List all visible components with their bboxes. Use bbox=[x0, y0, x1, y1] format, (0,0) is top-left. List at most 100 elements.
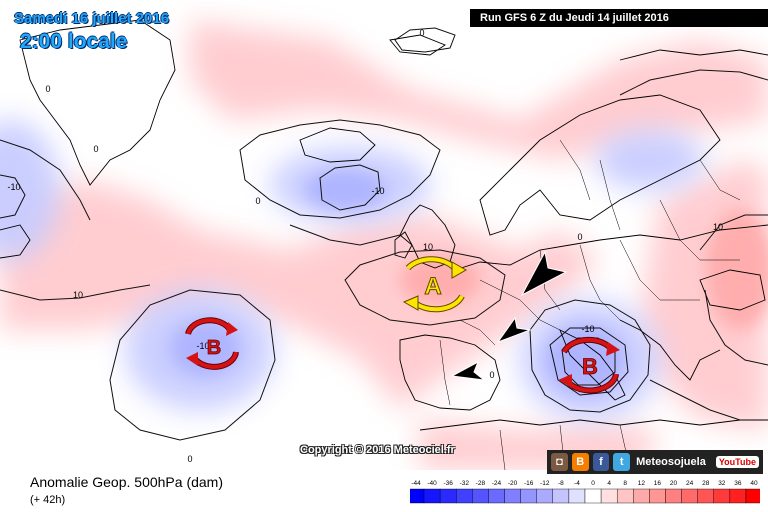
legend-tick-label: 8 bbox=[623, 480, 627, 487]
forecast-date: Samedi 16 juillet 2016 bbox=[14, 10, 170, 27]
legend-swatch bbox=[423, 488, 441, 504]
europe-coast bbox=[454, 224, 768, 271]
legend-tick-label: -28 bbox=[476, 480, 486, 487]
balkans-coast bbox=[619, 319, 721, 381]
legend-tick-label: 40 bbox=[750, 480, 758, 487]
legend-tick-label: -12 bbox=[540, 480, 550, 487]
legend-tick-label: 36 bbox=[734, 480, 742, 487]
legend-swatch bbox=[568, 488, 586, 504]
italy-coast bbox=[559, 329, 626, 401]
instagram-icon[interactable]: ◘ bbox=[551, 453, 568, 471]
contour-label: 10 bbox=[73, 290, 83, 300]
contour-minus10-italy-1 bbox=[549, 327, 629, 396]
forecast-time: 2:00 locale bbox=[20, 30, 128, 53]
legend-tick-label: -36 bbox=[443, 480, 453, 487]
north-africa-coast bbox=[419, 419, 768, 431]
contour-label: 0 bbox=[419, 28, 424, 38]
legend-swatch bbox=[536, 488, 554, 504]
russia-north-coast bbox=[619, 49, 768, 61]
model-run-label: Run GFS 6 Z du Jeudi 14 juillet 2016 bbox=[470, 9, 768, 27]
color-scale-legend: -44 -40 -36 -32 -28 -24 -20 -16 -12 -8 -4 0 4 8 12 16 20… bbox=[410, 480, 760, 504]
flow-arrow-icon bbox=[450, 360, 486, 381]
youtube-icon[interactable]: YouTube bbox=[715, 456, 759, 468]
legend-tick-label: -24 bbox=[492, 480, 502, 487]
field-title: Anomalie Geop. 500hPa (dam) bbox=[30, 474, 223, 490]
legend-swatch bbox=[649, 488, 666, 504]
legend-tick-label: 28 bbox=[702, 480, 710, 487]
contours bbox=[0, 27, 768, 441]
contour-label: -10 bbox=[196, 341, 209, 351]
copyright-notice: Copyright © 2016 Meteociel.fr bbox=[300, 444, 455, 456]
low-pressure-center-italy: B bbox=[558, 336, 620, 394]
contour-label: 0 bbox=[93, 144, 98, 154]
social-links-bar: ◘ B f t Meteosojuela YouTube bbox=[547, 450, 763, 474]
contour-ten-east-2 bbox=[704, 289, 768, 366]
legend-swatch bbox=[584, 488, 602, 504]
contour-label: 0 bbox=[45, 84, 50, 94]
contour-label: -10 bbox=[7, 182, 20, 192]
anomaly-map: 0 0 0 0 0 0 0 -10 -10 -10 -10 10 10 10 bbox=[0, 19, 768, 470]
contour-zero-italy bbox=[529, 299, 651, 413]
legend-swatch bbox=[472, 488, 489, 504]
blogger-icon[interactable]: B bbox=[571, 453, 589, 471]
core-negative-iceland bbox=[305, 170, 385, 210]
contour-label: 0 bbox=[489, 370, 494, 380]
high-pressure-letter: A bbox=[424, 273, 441, 300]
legend-tick-label: 16 bbox=[654, 480, 662, 487]
contour-ten-east bbox=[699, 214, 768, 251]
black-sea-coast bbox=[699, 269, 766, 311]
legend-tick-label: 0 bbox=[591, 480, 595, 487]
contour-ten-high bbox=[344, 249, 506, 326]
legend-tick-label: -32 bbox=[460, 480, 470, 487]
contour-label: -10 bbox=[581, 324, 594, 334]
legend-swatch bbox=[697, 488, 714, 504]
forecast-horizon: (+ 42h) bbox=[30, 494, 66, 506]
positive-anomaly-band-north bbox=[190, 20, 768, 160]
coastlines bbox=[0, 19, 768, 431]
contour-label: 0 bbox=[187, 454, 192, 464]
low-pressure-letter: B bbox=[582, 354, 598, 379]
contour-zero-atlantic-band bbox=[0, 284, 151, 301]
positive-anomaly-band-atlantic bbox=[0, 180, 600, 410]
low-pressure-center-atlantic: B bbox=[185, 317, 239, 370]
contour-label: 10 bbox=[423, 242, 433, 252]
greenland-coast bbox=[19, 19, 176, 186]
legend-tick-label: -20 bbox=[508, 480, 518, 487]
legend-tick-label: -40 bbox=[427, 480, 437, 487]
core-negative-atlantic bbox=[170, 320, 240, 376]
borders bbox=[439, 139, 741, 470]
legend-swatch bbox=[504, 488, 521, 504]
contour-zero-north-cap bbox=[394, 27, 456, 53]
legend-swatch bbox=[729, 488, 747, 504]
contour-label: -10 bbox=[371, 186, 384, 196]
contour-minus10-west bbox=[0, 174, 26, 219]
legend-tick-label: -4 bbox=[574, 480, 580, 487]
contour-zero-se bbox=[649, 379, 741, 421]
legend-tick-label: 12 bbox=[638, 480, 646, 487]
contour-label: 0 bbox=[255, 196, 260, 206]
legend-tick-label: 24 bbox=[686, 480, 694, 487]
high-pressure-center: A bbox=[402, 256, 468, 313]
legend-tick-label: -8 bbox=[558, 480, 564, 487]
social-account-name[interactable]: Meteosojuela bbox=[636, 456, 706, 468]
scandinavia-coast bbox=[479, 94, 721, 236]
legend-swatch bbox=[439, 488, 457, 504]
flow-arrow-icon bbox=[496, 316, 532, 344]
legend-tick-label: -44 bbox=[411, 480, 421, 487]
legend-tick-label: 32 bbox=[718, 480, 726, 487]
flow-arrow-icon bbox=[520, 250, 568, 297]
legend-swatch bbox=[665, 488, 682, 504]
contour-minus10-iceland bbox=[319, 164, 381, 211]
iberia-coast bbox=[399, 334, 501, 411]
contour-label: 0 bbox=[577, 232, 582, 242]
iceland-coast bbox=[299, 127, 376, 163]
facebook-icon[interactable]: f bbox=[592, 453, 610, 471]
twitter-icon[interactable]: t bbox=[613, 453, 631, 471]
contour-zero-north bbox=[239, 119, 441, 219]
flow-arrows bbox=[450, 250, 568, 381]
contour-zero-west-upper bbox=[0, 139, 91, 221]
legend-swatch bbox=[520, 488, 537, 504]
legend-swatch bbox=[488, 488, 505, 504]
legend-swatch bbox=[616, 488, 634, 504]
